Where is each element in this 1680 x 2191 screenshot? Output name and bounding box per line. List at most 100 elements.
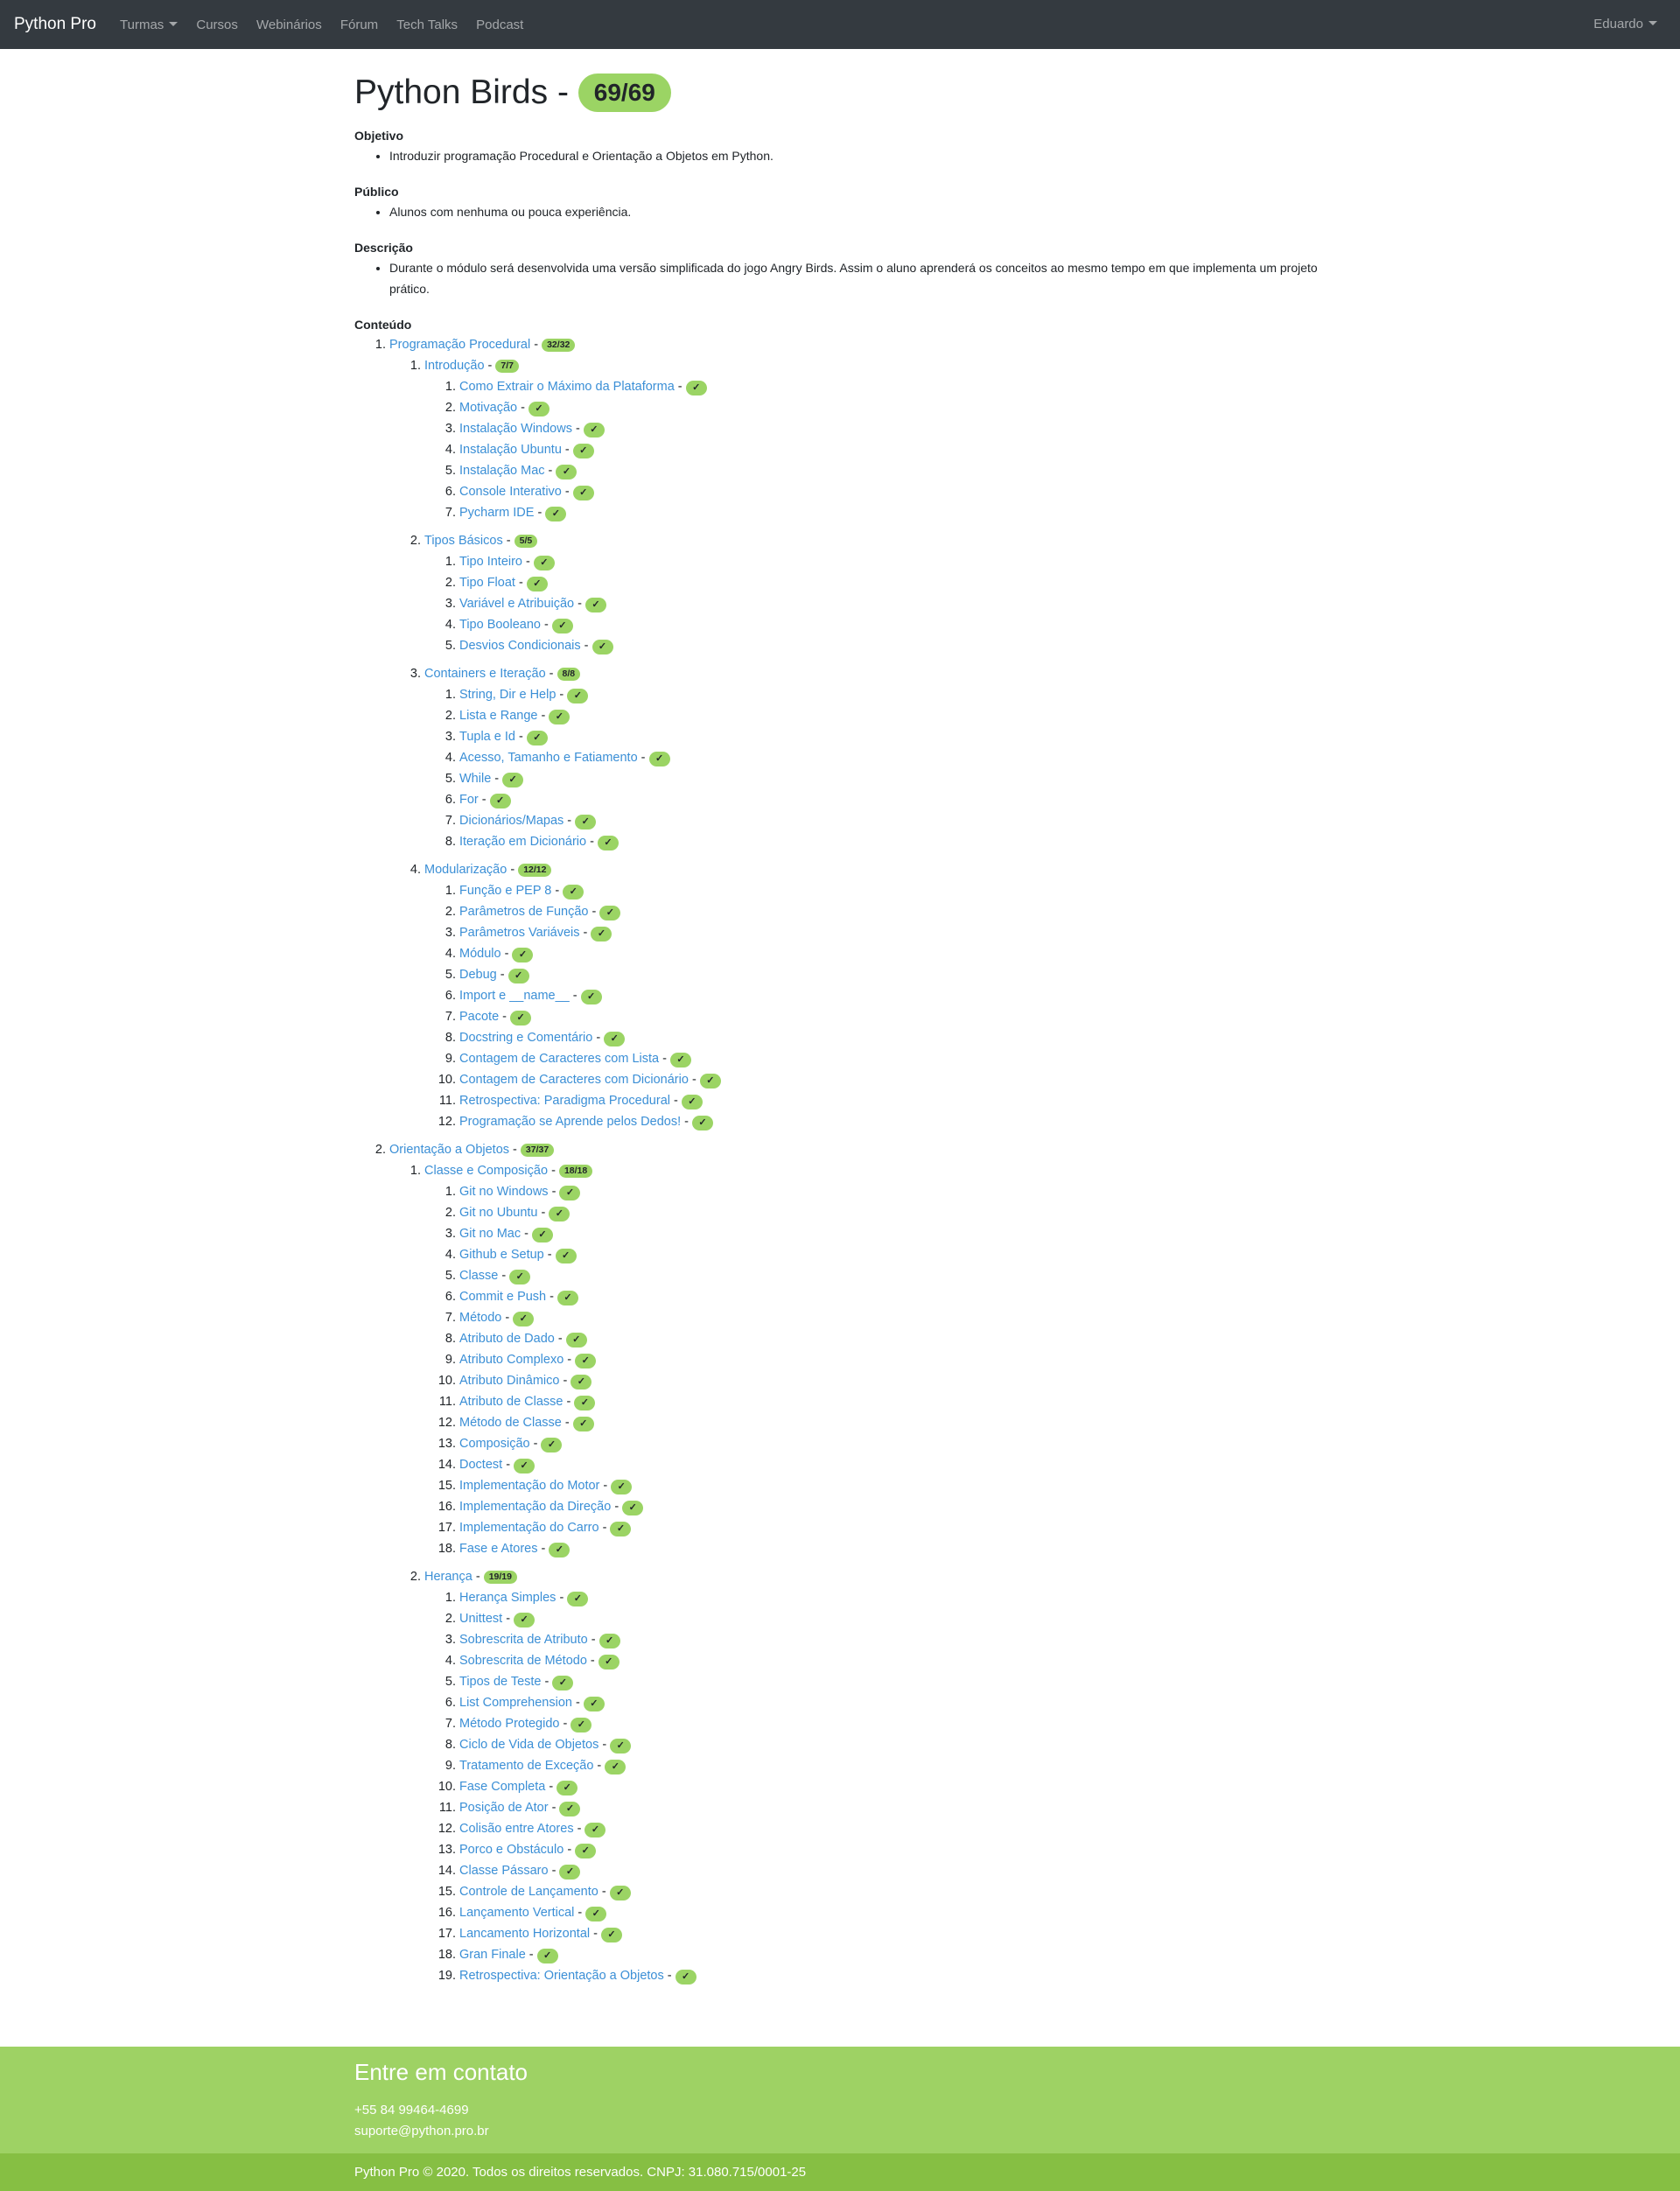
lesson-link[interactable]: Módulo [459, 947, 501, 961]
lesson-link[interactable]: Contagem de Caracteres com Dicionário [459, 1073, 689, 1087]
lesson-link[interactable]: Fase e Atores [459, 1542, 538, 1556]
lesson-link[interactable]: Atributo Dinâmico [459, 1374, 560, 1388]
separator: - [564, 1353, 576, 1367]
lesson-link[interactable]: String, Dir e Help [459, 688, 556, 702]
lesson-item: Docstring e Comentário - ✓ [459, 1027, 1326, 1048]
lesson-link[interactable]: Instalação Mac [459, 464, 545, 478]
lesson-link[interactable]: Git no Mac [459, 1227, 522, 1241]
lesson-link[interactable]: Debug [459, 968, 497, 982]
footer-email[interactable]: suporte@python.pro.br [354, 2124, 489, 2138]
lesson-link[interactable]: Fase Completa [459, 1780, 546, 1794]
lesson-link[interactable]: Atributo de Classe [459, 1395, 564, 1409]
brand-logo[interactable]: Python Pro [14, 15, 96, 33]
separator: - [563, 1395, 575, 1409]
lesson-link[interactable]: Método [459, 1311, 502, 1325]
lesson-link[interactable]: Variável e Atribuição [459, 597, 575, 611]
lesson-link[interactable]: Tipo Inteiro [459, 555, 522, 569]
lesson-link[interactable]: Gran Finale [459, 1948, 526, 1962]
lesson-link[interactable]: Lancamento Horizontal [459, 1927, 591, 1941]
lesson-link[interactable]: Ciclo de Vida de Objetos [459, 1738, 599, 1752]
separator: - [590, 1927, 602, 1941]
lesson-link[interactable]: Instalação Windows [459, 422, 572, 436]
lesson-link[interactable]: Implementação da Direção [459, 1500, 612, 1514]
separator: - [530, 338, 542, 352]
lesson-link[interactable]: Contagem de Caracteres com Lista [459, 1052, 660, 1066]
lesson-link[interactable]: For [459, 793, 479, 807]
lesson-link[interactable]: Git no Ubuntu [459, 1206, 538, 1220]
lesson-link[interactable]: Implementação do Carro [459, 1521, 599, 1535]
nav-webinarios[interactable]: Webinários [256, 18, 322, 32]
chapter-list: Introdução - 7/7 Como Extrair o Máximo da… [389, 355, 1326, 1132]
chapter-link[interactable]: Tipos Básicos [424, 534, 503, 548]
lesson-link[interactable]: Controle de Lançamento [459, 1885, 598, 1899]
lesson-link[interactable]: Instalação Ubuntu [459, 443, 562, 457]
module-link[interactable]: Orientação a Objetos [389, 1143, 510, 1157]
lesson-link[interactable]: Commit e Push [459, 1290, 547, 1304]
lesson-link[interactable]: Composição [459, 1437, 530, 1451]
lesson-link[interactable]: Retrospectiva: Orientação a Objetos [459, 1969, 664, 1983]
lesson-link[interactable]: Retrospectiva: Paradigma Procedural [459, 1094, 670, 1108]
lesson-link[interactable]: Dicionários/Mapas [459, 814, 564, 828]
lesson-link[interactable]: Colisão entre Atores [459, 1822, 574, 1836]
lesson-link[interactable]: Tipo Booleano [459, 618, 541, 632]
lesson-link[interactable]: Herança Simples [459, 1591, 556, 1605]
lesson-link[interactable]: Acesso, Tamanho e Fatiamento [459, 751, 638, 765]
lesson-link[interactable]: Sobrescrita de Método [459, 1654, 587, 1668]
lesson-link[interactable]: Programação se Aprende pelos Dedos! [459, 1115, 682, 1129]
lesson-link[interactable]: Lista e Range [459, 709, 538, 723]
nav-cursos[interactable]: Cursos [196, 18, 238, 32]
lesson-link[interactable]: While [459, 772, 492, 786]
module-item: Programação Procedural - 32/32 Introdução… [389, 334, 1326, 1132]
nav-tech-talks[interactable]: Tech Talks [396, 18, 458, 32]
chapter-item: Herança - 19/19Herança Simples - ✓Unitte… [424, 1566, 1326, 1986]
lesson-link[interactable]: Github e Setup [459, 1248, 544, 1262]
lesson-link[interactable]: Docstring e Comentário [459, 1031, 593, 1045]
lesson-link[interactable]: Lançamento Vertical [459, 1906, 575, 1920]
lesson-link[interactable]: Iteração em Dicionário [459, 835, 587, 849]
lesson-link[interactable]: Console Interativo [459, 485, 562, 499]
check-icon: ✓ [583, 423, 605, 438]
lesson-link[interactable]: Método de Classe [459, 1416, 562, 1430]
lesson-link[interactable]: Método Protegido [459, 1717, 560, 1731]
check-icon: ✓ [599, 906, 621, 920]
lesson-link[interactable]: Como Extrair o Máximo da Plataforma [459, 380, 675, 394]
separator: - [561, 485, 573, 499]
lesson-link[interactable]: Tratamento de Exceção [459, 1759, 594, 1773]
nav-podcast[interactable]: Podcast [476, 18, 524, 32]
lesson-link[interactable]: Unittest [459, 1612, 503, 1626]
lesson-link[interactable]: Desvios Condicionais [459, 639, 581, 653]
lesson-link[interactable]: Doctest [459, 1458, 503, 1472]
lesson-link[interactable]: Implementação do Motor [459, 1479, 600, 1493]
nav-forum[interactable]: Fórum [340, 18, 379, 32]
lesson-link[interactable]: Pacote [459, 1010, 500, 1024]
separator: - [571, 1696, 584, 1710]
lesson-link[interactable]: Git no Windows [459, 1185, 549, 1199]
lesson-link[interactable]: Import e __name__ [459, 989, 570, 1003]
lesson-link[interactable]: List Comprehension [459, 1696, 572, 1710]
lesson-link[interactable]: Tipo Float [459, 576, 515, 590]
user-menu-dropdown[interactable]: Eduardo [1593, 0, 1657, 49]
module-link[interactable]: Programação Procedural [389, 338, 531, 352]
chapter-link[interactable]: Introdução [424, 359, 485, 373]
lesson-link[interactable]: Pycharm IDE [459, 506, 535, 520]
lesson-link[interactable]: Parâmetros Variáveis [459, 926, 580, 940]
lesson-link[interactable]: Tupla e Id [459, 730, 515, 744]
lesson-link[interactable]: Parâmetros de Função [459, 905, 589, 919]
lesson-list: Herança Simples - ✓Unittest - ✓Sobrescri… [424, 1587, 1326, 1986]
separator: - [556, 1591, 568, 1605]
chapter-link[interactable]: Containers e Iteração [424, 667, 546, 681]
lesson-link[interactable]: Porco e Obstáculo [459, 1843, 564, 1857]
chapter-link[interactable]: Classe e Composição [424, 1164, 549, 1178]
lesson-link[interactable]: Classe [459, 1269, 499, 1283]
lesson-link[interactable]: Tipos de Teste [459, 1675, 542, 1689]
lesson-link[interactable]: Sobrescrita de Atributo [459, 1633, 588, 1647]
lesson-link[interactable]: Função e PEP 8 [459, 884, 552, 898]
lesson-link[interactable]: Atributo de Dado [459, 1332, 555, 1346]
nav-turmas-dropdown[interactable]: Turmas [120, 1, 178, 50]
lesson-link[interactable]: Motivação [459, 401, 518, 415]
lesson-link[interactable]: Classe Pássaro [459, 1864, 549, 1878]
lesson-link[interactable]: Atributo Complexo [459, 1353, 564, 1367]
chapter-link[interactable]: Modularização [424, 863, 508, 877]
lesson-link[interactable]: Posição de Ator [459, 1801, 549, 1815]
chapter-link[interactable]: Herança [424, 1570, 472, 1584]
